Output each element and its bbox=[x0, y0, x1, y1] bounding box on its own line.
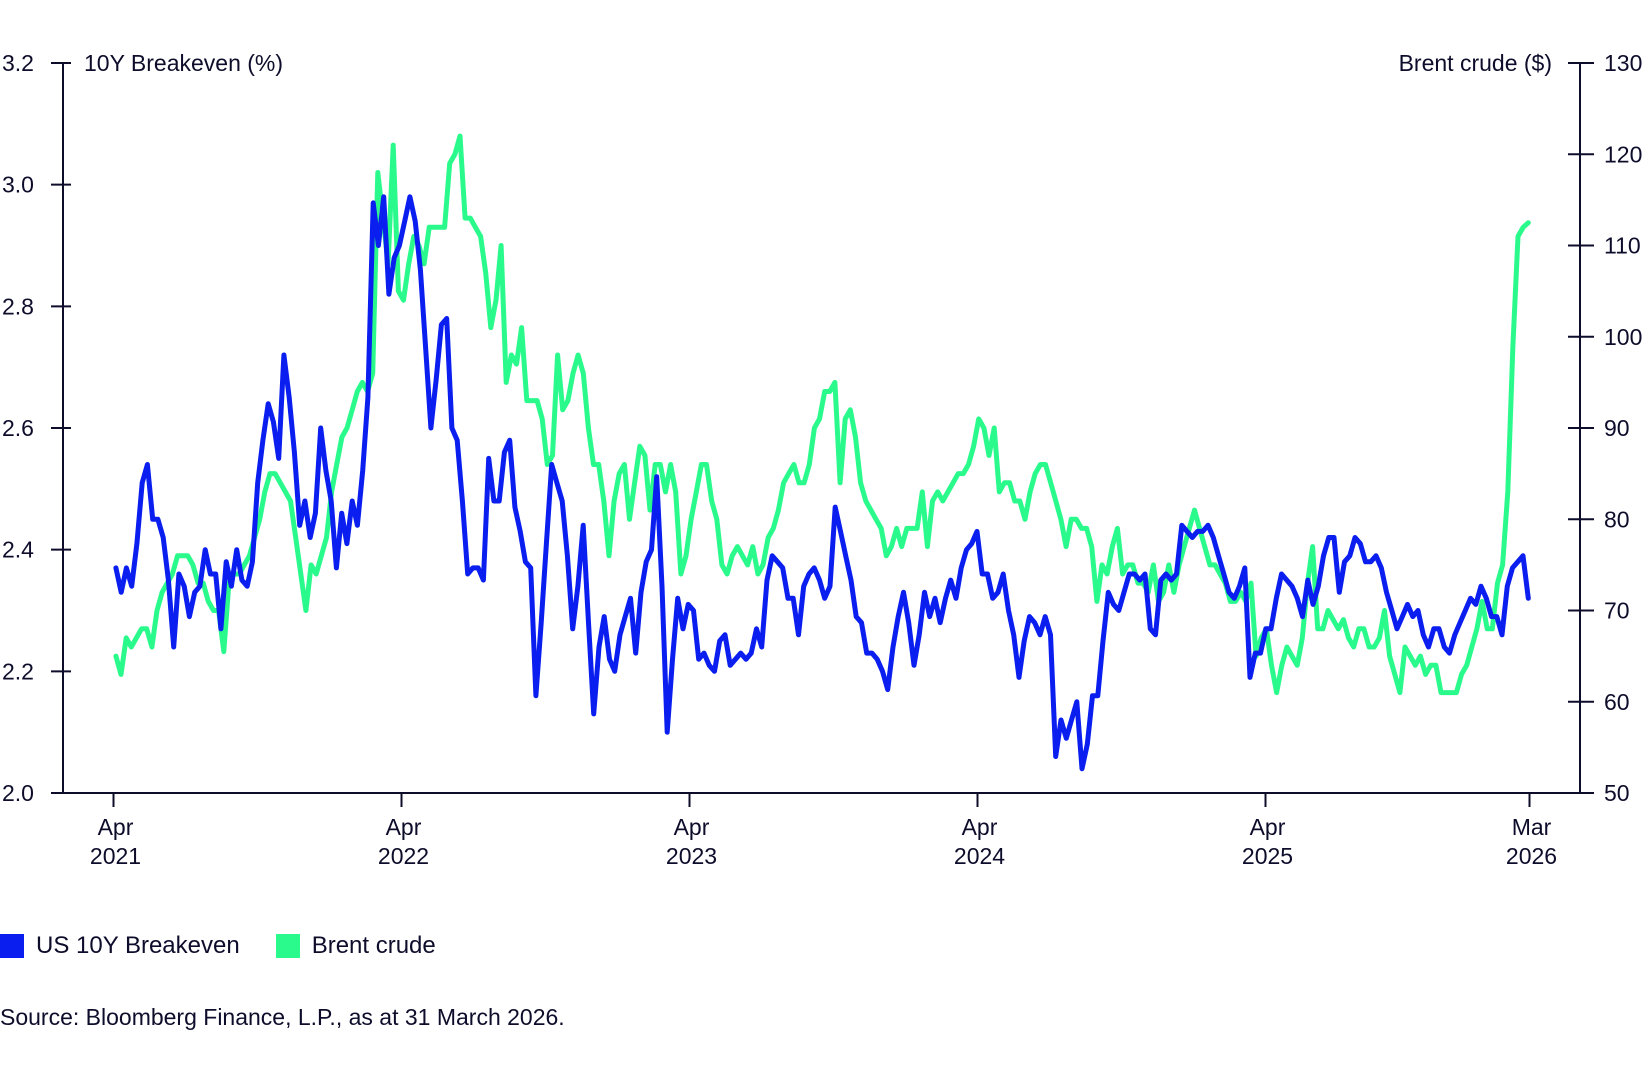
breakeven-line bbox=[113, 194, 1531, 772]
right-tick-label: 60 bbox=[1604, 689, 1630, 715]
left-tick-label: 3.0 bbox=[2, 172, 34, 198]
left-tick-label: 3.2 bbox=[2, 50, 34, 76]
left-axis-title: 10Y Breakeven (%) bbox=[84, 50, 283, 76]
right-tick-label: 90 bbox=[1604, 415, 1630, 441]
right-tick-label: 100 bbox=[1604, 324, 1642, 350]
left-tick-label: 2.2 bbox=[2, 658, 34, 684]
right-tick-label: 50 bbox=[1604, 780, 1630, 806]
legend: US 10Y Breakeven Brent crude bbox=[0, 932, 472, 960]
x-tick-year: 2023 bbox=[666, 843, 717, 869]
right-tick-label: 120 bbox=[1604, 141, 1642, 167]
right-tick-label: 70 bbox=[1604, 598, 1630, 624]
x-tick-month: Mar bbox=[1512, 814, 1552, 840]
x-tick-year: 2026 bbox=[1506, 843, 1557, 869]
x-tick-month: Apr bbox=[98, 814, 134, 840]
left-tick-label: 2.6 bbox=[2, 415, 34, 441]
left-tick-label: 2.4 bbox=[2, 537, 34, 563]
right-axis-title: Brent crude ($) bbox=[1399, 50, 1552, 76]
source-note: Source: Bloomberg Finance, L.P., as at 3… bbox=[0, 1004, 565, 1030]
x-tick-year: 2022 bbox=[378, 843, 429, 869]
x-tick-year: 2024 bbox=[954, 843, 1005, 869]
legend-swatch-green bbox=[275, 934, 300, 958]
x-tick-month: Apr bbox=[962, 814, 998, 840]
x-tick-year: 2025 bbox=[1242, 843, 1293, 869]
axes: 2.0 2.2 2.4 2.6 2.8 3.0 3.2 50 60 70 80 90 100 110 120… bbox=[2, 50, 1642, 869]
left-tick-label: 2.0 bbox=[2, 780, 34, 806]
brent-crude-line bbox=[113, 133, 1531, 696]
legend-swatch-blue bbox=[0, 934, 24, 958]
left-tick-label: 2.8 bbox=[2, 293, 34, 319]
x-tick-month: Apr bbox=[1250, 814, 1286, 840]
series-lines bbox=[113, 133, 1531, 772]
legend-label: US 10Y Breakeven bbox=[36, 932, 240, 959]
legend-label: Brent crude bbox=[311, 932, 436, 959]
legend-item-breakeven: US 10Y Breakeven bbox=[0, 932, 240, 960]
x-tick-year: 2021 bbox=[90, 843, 141, 869]
right-tick-label: 130 bbox=[1604, 50, 1642, 76]
x-tick-month: Apr bbox=[674, 814, 710, 840]
x-tick-month: Apr bbox=[386, 814, 422, 840]
right-tick-label: 80 bbox=[1604, 506, 1630, 532]
dual-axis-line-chart: 2.0 2.2 2.4 2.6 2.8 3.0 3.2 50 60 70 80 90 100 110 120… bbox=[2, 50, 1642, 869]
legend-item-brent: Brent crude bbox=[275, 932, 436, 960]
right-tick-label: 110 bbox=[1604, 233, 1641, 259]
